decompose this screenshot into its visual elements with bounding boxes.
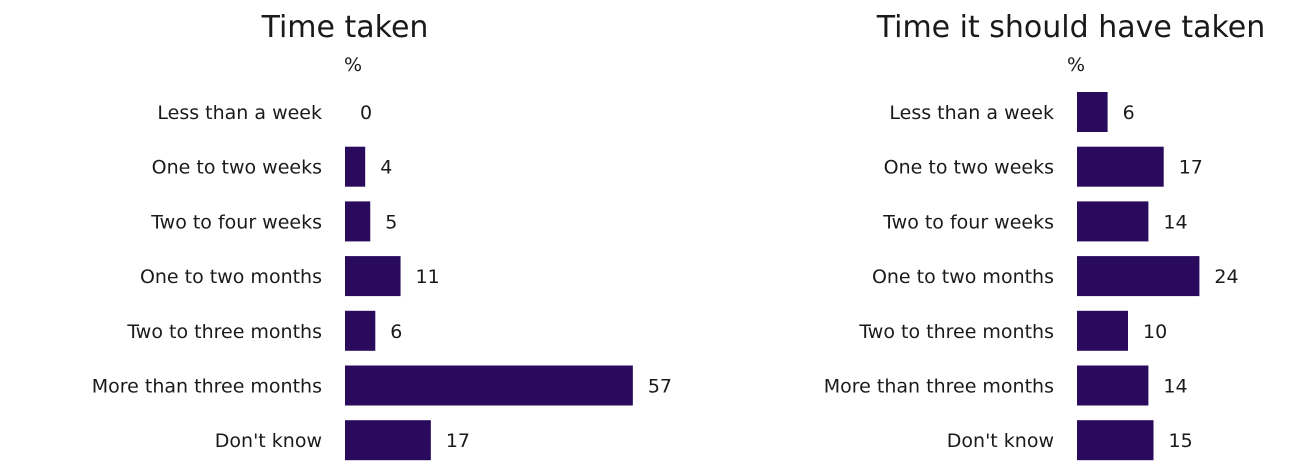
time-taken-category-label: Two to four weeks — [150, 211, 322, 233]
time-should-have-taken-value-labels: 6 17 14 24 10 14 15 — [1123, 102, 1239, 452]
time-should-have-taken-category-label: Less than a week — [889, 102, 1054, 124]
time-taken-bars — [345, 146, 633, 461]
time-taken-value-label: 5 — [385, 211, 397, 233]
time-should-have-taken-category-label: One to two weeks — [884, 157, 1054, 179]
time-should-have-taken-bar — [1077, 420, 1154, 461]
time-taken-value-labels: 0 4 5 11 6 57 17 — [360, 102, 672, 452]
time-should-have-taken-value-label: 14 — [1163, 376, 1187, 398]
time-should-have-taken-bars — [1077, 92, 1200, 461]
time-should-have-taken-value-label: 10 — [1143, 321, 1167, 343]
time-should-have-taken-bar — [1077, 201, 1149, 242]
time-should-have-taken-bar — [1077, 310, 1128, 351]
time-taken-category-label: Two to three months — [126, 321, 322, 343]
time-should-have-taken-category-label: One to two months — [872, 266, 1054, 288]
time-should-have-taken-value-label: 6 — [1123, 102, 1135, 124]
time-should-have-taken-value-label: 17 — [1179, 157, 1203, 179]
time-taken-value-label: 57 — [648, 376, 672, 398]
time-taken-value-label: 11 — [416, 266, 440, 288]
time-taken-value-label: 4 — [380, 157, 392, 179]
time-should-have-taken-category-label: Don't know — [947, 430, 1054, 452]
time-taken-category-label: Don't know — [215, 430, 322, 452]
time-should-have-taken-value-label: 24 — [1214, 266, 1238, 288]
time-taken-category-label: Less than a week — [157, 102, 322, 124]
time-should-have-taken-bar — [1077, 92, 1108, 132]
time-taken-category-labels: Less than a week One to two weeks Two to f… — [92, 102, 322, 452]
time-should-have-taken-bar — [1077, 256, 1200, 297]
time-should-have-taken-category-label: More than three months — [824, 376, 1054, 398]
time-should-have-taken-chart: Time it should have taken % Less than a … — [824, 10, 1266, 461]
time-taken-value-label: 0 — [360, 102, 372, 124]
time-should-have-taken-category-label: Two to four weeks — [882, 211, 1054, 233]
time-should-have-taken-category-labels: Less than a week One to two weeks Two to f… — [824, 102, 1054, 452]
time-taken-category-label: More than three months — [92, 376, 322, 398]
time-taken-bar — [345, 201, 371, 242]
time-should-have-taken-bar — [1077, 146, 1164, 187]
time-taken-title: Time taken — [261, 10, 429, 45]
time-taken-bar — [345, 146, 366, 187]
time-taken-chart: Time taken % Less than a week One to two … — [92, 10, 672, 461]
time-taken-bar — [345, 365, 633, 406]
time-should-have-taken-unit-label: % — [1067, 54, 1085, 76]
time-should-have-taken-value-label: 14 — [1163, 211, 1187, 233]
time-taken-bar — [345, 256, 401, 297]
time-taken-unit-label: % — [344, 54, 362, 76]
time-should-have-taken-bar — [1077, 365, 1149, 406]
time-taken-value-label: 6 — [390, 321, 402, 343]
time-should-have-taken-title: Time it should have taken — [876, 10, 1266, 45]
time-taken-category-label: One to two weeks — [152, 157, 322, 179]
time-taken-value-label: 17 — [446, 430, 470, 452]
time-should-have-taken-value-label: 15 — [1169, 430, 1193, 452]
time-should-have-taken-category-label: Two to three months — [858, 321, 1054, 343]
time-taken-bar — [345, 310, 376, 351]
time-taken-category-label: One to two months — [140, 266, 322, 288]
time-taken-bar — [345, 420, 431, 461]
